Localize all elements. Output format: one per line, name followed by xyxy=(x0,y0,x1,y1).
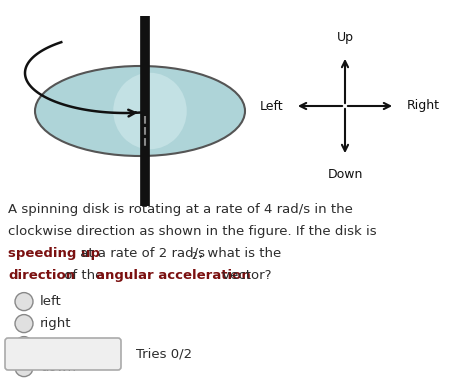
Text: A spinning disk is rotating at a rate of 4 rad/s in the: A spinning disk is rotating at a rate of… xyxy=(8,203,353,216)
Text: at a rate of 2 rad/s: at a rate of 2 rad/s xyxy=(76,247,205,260)
Text: , what is the: , what is the xyxy=(199,247,281,260)
Circle shape xyxy=(15,293,33,311)
Text: clockwise direction as shown in the figure. If the disk is: clockwise direction as shown in the figu… xyxy=(8,225,377,238)
Text: down: down xyxy=(40,361,76,374)
Text: Tries 0/2: Tries 0/2 xyxy=(136,347,192,360)
Text: left: left xyxy=(40,295,62,308)
Circle shape xyxy=(15,359,33,376)
Circle shape xyxy=(15,336,33,355)
Text: right: right xyxy=(40,317,72,330)
Text: vector?: vector? xyxy=(218,269,272,282)
Text: direction: direction xyxy=(8,269,75,282)
FancyBboxPatch shape xyxy=(5,338,121,370)
Text: of the: of the xyxy=(60,269,108,282)
Ellipse shape xyxy=(35,66,245,156)
Text: speeding up: speeding up xyxy=(8,247,100,260)
Text: 2: 2 xyxy=(191,252,197,261)
Text: angular acceleration: angular acceleration xyxy=(96,269,251,282)
Text: Submit Answer: Submit Answer xyxy=(18,347,108,360)
Text: Down: Down xyxy=(328,168,363,181)
Ellipse shape xyxy=(113,73,187,149)
Circle shape xyxy=(15,315,33,333)
Text: Left: Left xyxy=(259,99,283,112)
Text: Right: Right xyxy=(407,99,440,112)
Text: Up: Up xyxy=(337,31,354,44)
Text: up: up xyxy=(40,339,57,352)
